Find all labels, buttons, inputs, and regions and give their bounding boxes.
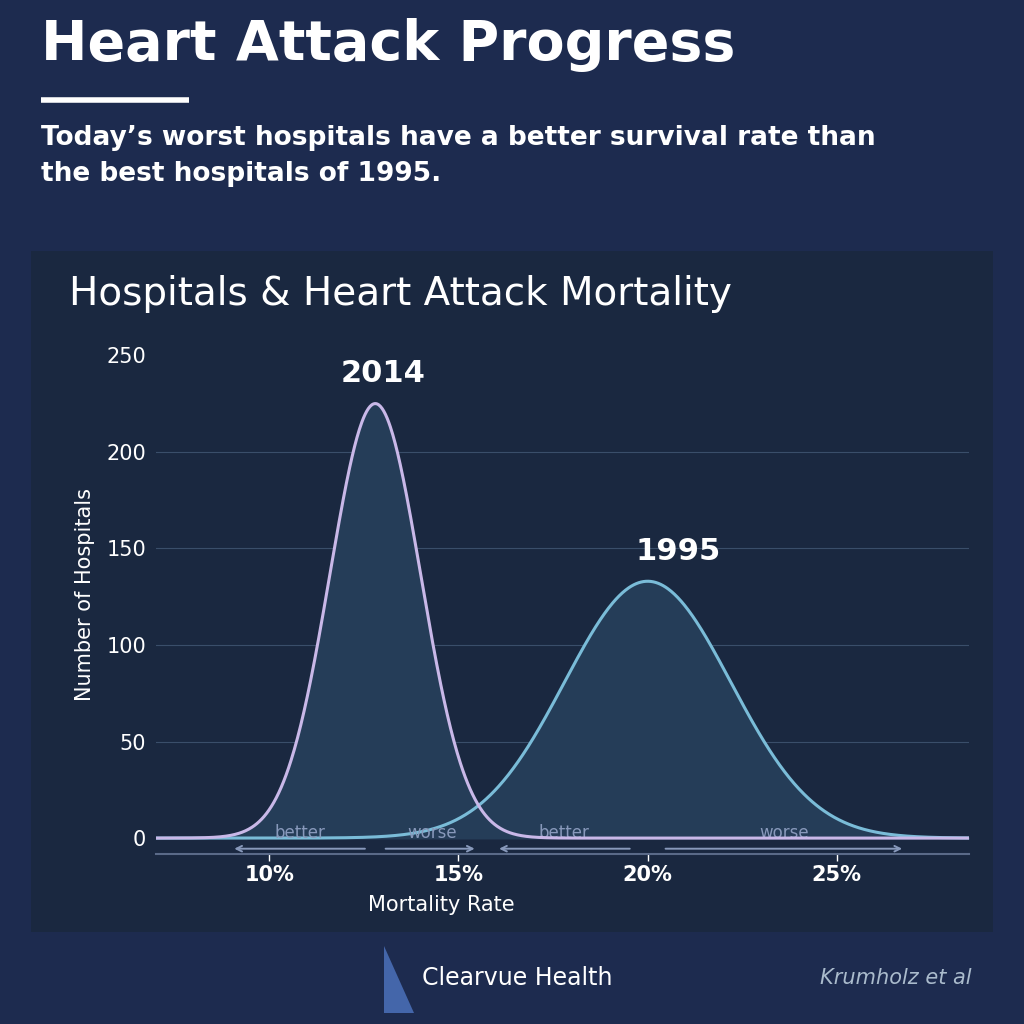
Text: worse: worse xyxy=(759,824,809,842)
Text: Clearvue Health: Clearvue Health xyxy=(422,966,612,990)
Text: Mortality Rate: Mortality Rate xyxy=(368,895,514,914)
Text: Krumholz et al: Krumholz et al xyxy=(820,968,972,988)
Text: better: better xyxy=(539,824,590,842)
Text: 2014: 2014 xyxy=(340,359,425,388)
Text: Hospitals & Heart Attack Mortality: Hospitals & Heart Attack Mortality xyxy=(70,274,732,312)
Text: Heart Attack Progress: Heart Attack Progress xyxy=(41,17,735,72)
Text: Today’s worst hospitals have a better survival rate than
the best hospitals of 1: Today’s worst hospitals have a better su… xyxy=(41,126,876,187)
Text: better: better xyxy=(274,824,325,842)
Text: worse: worse xyxy=(408,824,457,842)
Y-axis label: Number of Hospitals: Number of Hospitals xyxy=(76,488,95,701)
Polygon shape xyxy=(384,946,414,1013)
Text: 1995: 1995 xyxy=(635,537,721,566)
